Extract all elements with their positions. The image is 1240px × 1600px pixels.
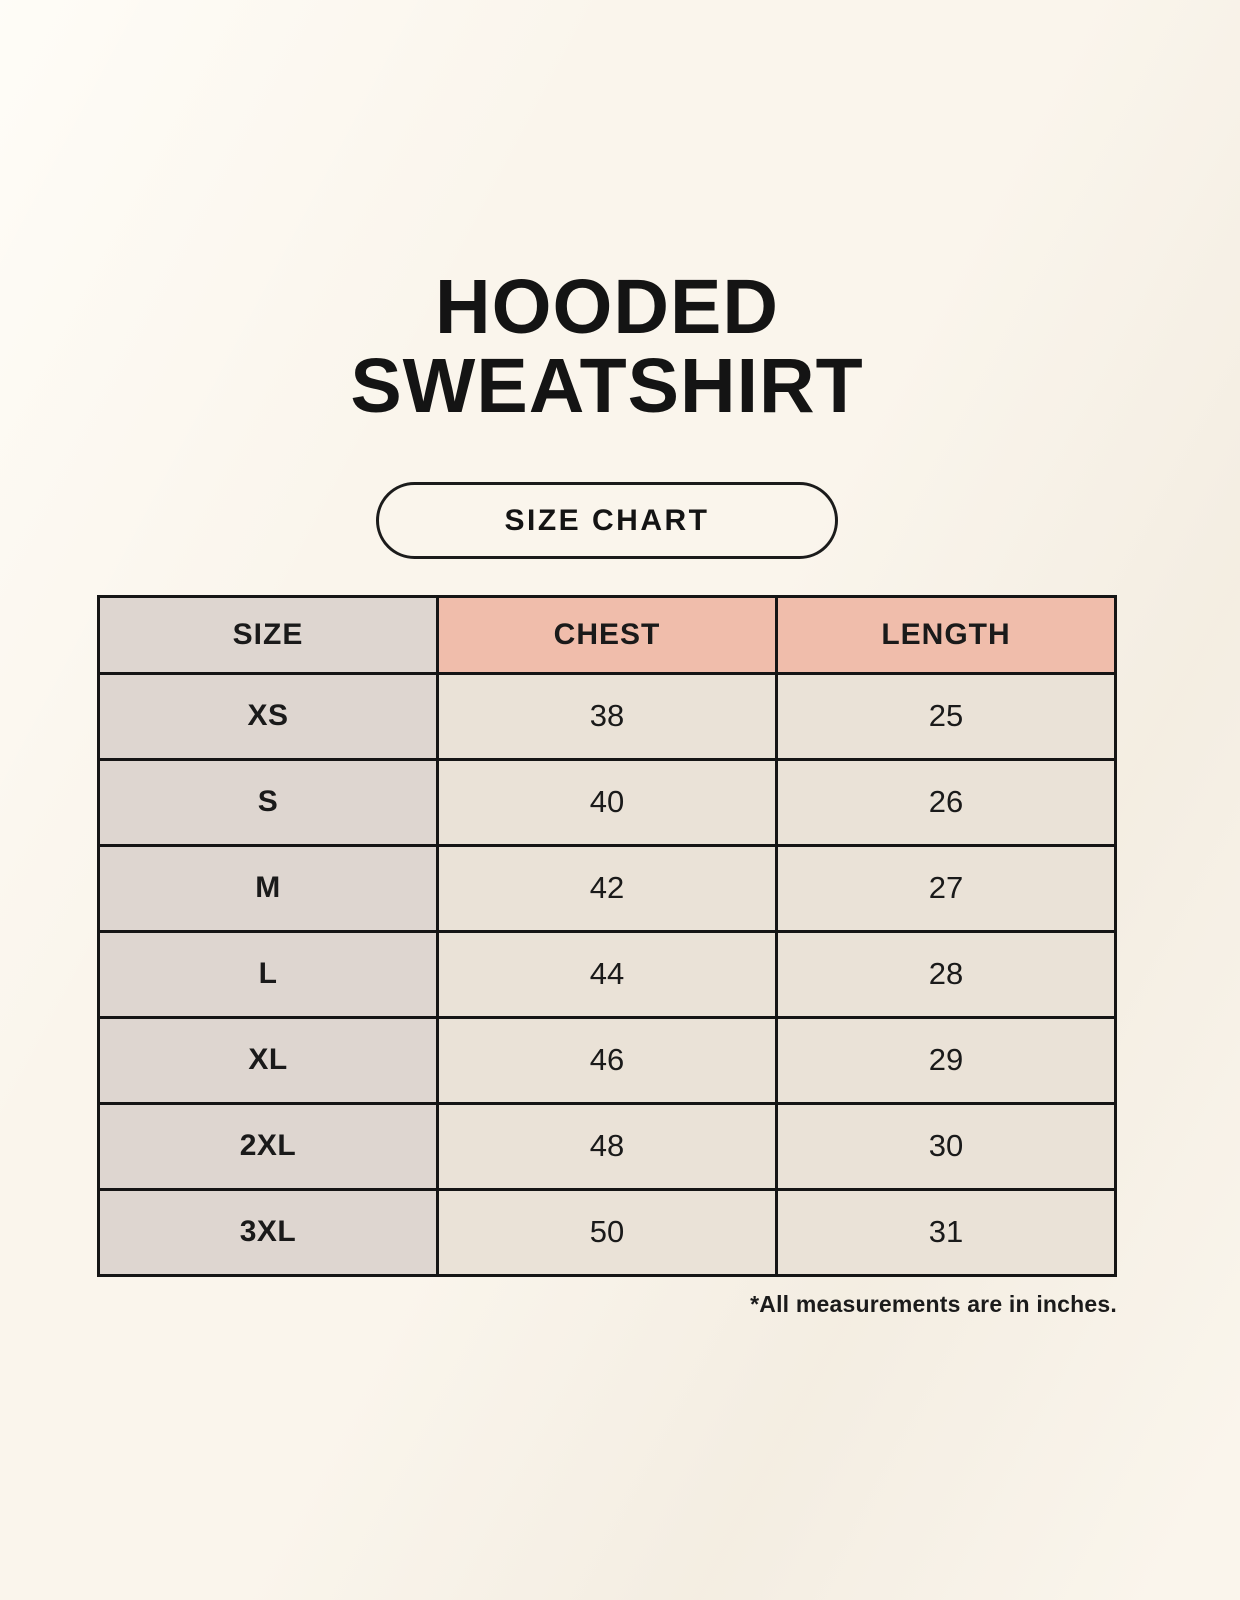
measurements-footnote: *All measurements are in inches. [750, 1290, 1117, 1317]
chest-cell: 48 [436, 1101, 778, 1191]
size-cell: XL [97, 1015, 439, 1105]
chest-cell: 42 [436, 843, 778, 933]
length-cell: 30 [775, 1101, 1117, 1191]
table-row: L 44 28 [97, 929, 1117, 1019]
size-cell: 2XL [97, 1101, 439, 1191]
column-header-length: LENGTH [775, 594, 1117, 675]
page-title: HOODED SWEATSHIRT [97, 264, 1117, 430]
table-row: XS 38 25 [97, 671, 1117, 761]
chest-cell: 38 [436, 671, 778, 761]
table-row: S 40 26 [97, 757, 1117, 847]
table-row: 2XL 48 30 [97, 1101, 1117, 1191]
size-cell: M [97, 843, 439, 933]
header-row: SIZE CHEST LENGTH [97, 594, 1117, 675]
size-table-header: SIZE CHEST LENGTH [97, 594, 1117, 675]
chest-cell: 40 [436, 757, 778, 847]
length-cell: 31 [775, 1187, 1117, 1277]
table-row: XL 46 29 [97, 1015, 1117, 1105]
size-cell: L [97, 929, 439, 1019]
chest-cell: 44 [436, 929, 778, 1019]
table-row: 3XL 50 31 [97, 1187, 1117, 1277]
length-cell: 25 [775, 671, 1117, 761]
poster-content: HOODED SWEATSHIRT SIZE CHART SIZE CHEST … [97, 0, 1117, 1318]
size-chart-button[interactable]: SIZE CHART [376, 481, 838, 559]
title-line-1: HOODED [435, 264, 779, 350]
size-cell: S [97, 757, 439, 847]
chest-cell: 50 [436, 1187, 778, 1277]
length-cell: 28 [775, 929, 1117, 1019]
title-line-2: SWEATSHIRT [350, 343, 864, 430]
length-cell: 26 [775, 757, 1117, 847]
size-table: SIZE CHEST LENGTH XS 38 25 S 40 26 M 42 27 L 44 28 X… [97, 594, 1117, 1277]
size-table-body: XS 38 25 S 40 26 M 42 27 L 44 28 XL 46 29 2XL 48 30 3XL 50 3… [97, 671, 1117, 1277]
length-cell: 29 [775, 1015, 1117, 1105]
table-row: M 42 27 [97, 843, 1117, 933]
size-cell: XS [97, 671, 439, 761]
length-cell: 27 [775, 843, 1117, 933]
column-header-size: SIZE [97, 594, 439, 675]
size-cell: 3XL [97, 1187, 439, 1277]
chest-cell: 46 [436, 1015, 778, 1105]
column-header-chest: CHEST [436, 594, 778, 675]
